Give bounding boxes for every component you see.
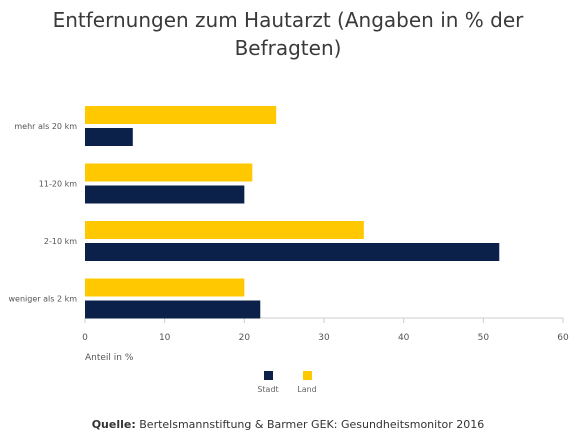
x-tick-label: 10 — [159, 333, 171, 343]
legend-label: Land — [297, 385, 317, 394]
bar-land — [85, 278, 245, 297]
source-label: Quelle: — [91, 418, 136, 431]
legend-swatch — [302, 371, 312, 380]
chart-title: Entfernungen zum Hautarzt (Angaben in % … — [52, 8, 524, 60]
x-tick-label: 30 — [318, 333, 330, 343]
category-label: weniger als 2 km — [9, 295, 78, 304]
source-note: Quelle: Bertelsmannstiftung & Barmer GEK… — [0, 418, 576, 431]
bar-land — [85, 106, 277, 124]
x-tick-label: 60 — [557, 333, 569, 343]
legend-label: Stadt — [257, 385, 279, 394]
x-tick-label: 20 — [239, 333, 251, 343]
bar-stadt — [85, 243, 500, 261]
category-label: 11-20 km — [39, 180, 77, 189]
legend-item-land: Land — [287, 368, 327, 394]
bar-land — [85, 221, 364, 239]
bar-stadt — [85, 128, 133, 146]
x-tick-label: 40 — [398, 333, 410, 343]
x-axis-label: Anteil in % — [85, 353, 134, 360]
bar-land — [85, 163, 253, 182]
bar-stadt — [85, 185, 245, 204]
legend-swatch — [263, 371, 273, 380]
legend: Stadt Land — [0, 368, 576, 398]
category-label: mehr als 20 km — [14, 122, 77, 131]
bar-stadt — [85, 300, 261, 319]
legend-item-stadt: Stadt — [248, 368, 288, 394]
source-text: Bertelsmannstiftung & Barmer GEK: Gesund… — [139, 418, 485, 431]
bar-chart: 0 10 20 30 40 50 60 Anteil in % mehr als 20 km 11… — [9, 106, 569, 360]
x-tick-label: 0 — [82, 333, 88, 343]
x-tick-label: 50 — [478, 333, 490, 343]
category-label: 2-10 km — [44, 237, 77, 246]
